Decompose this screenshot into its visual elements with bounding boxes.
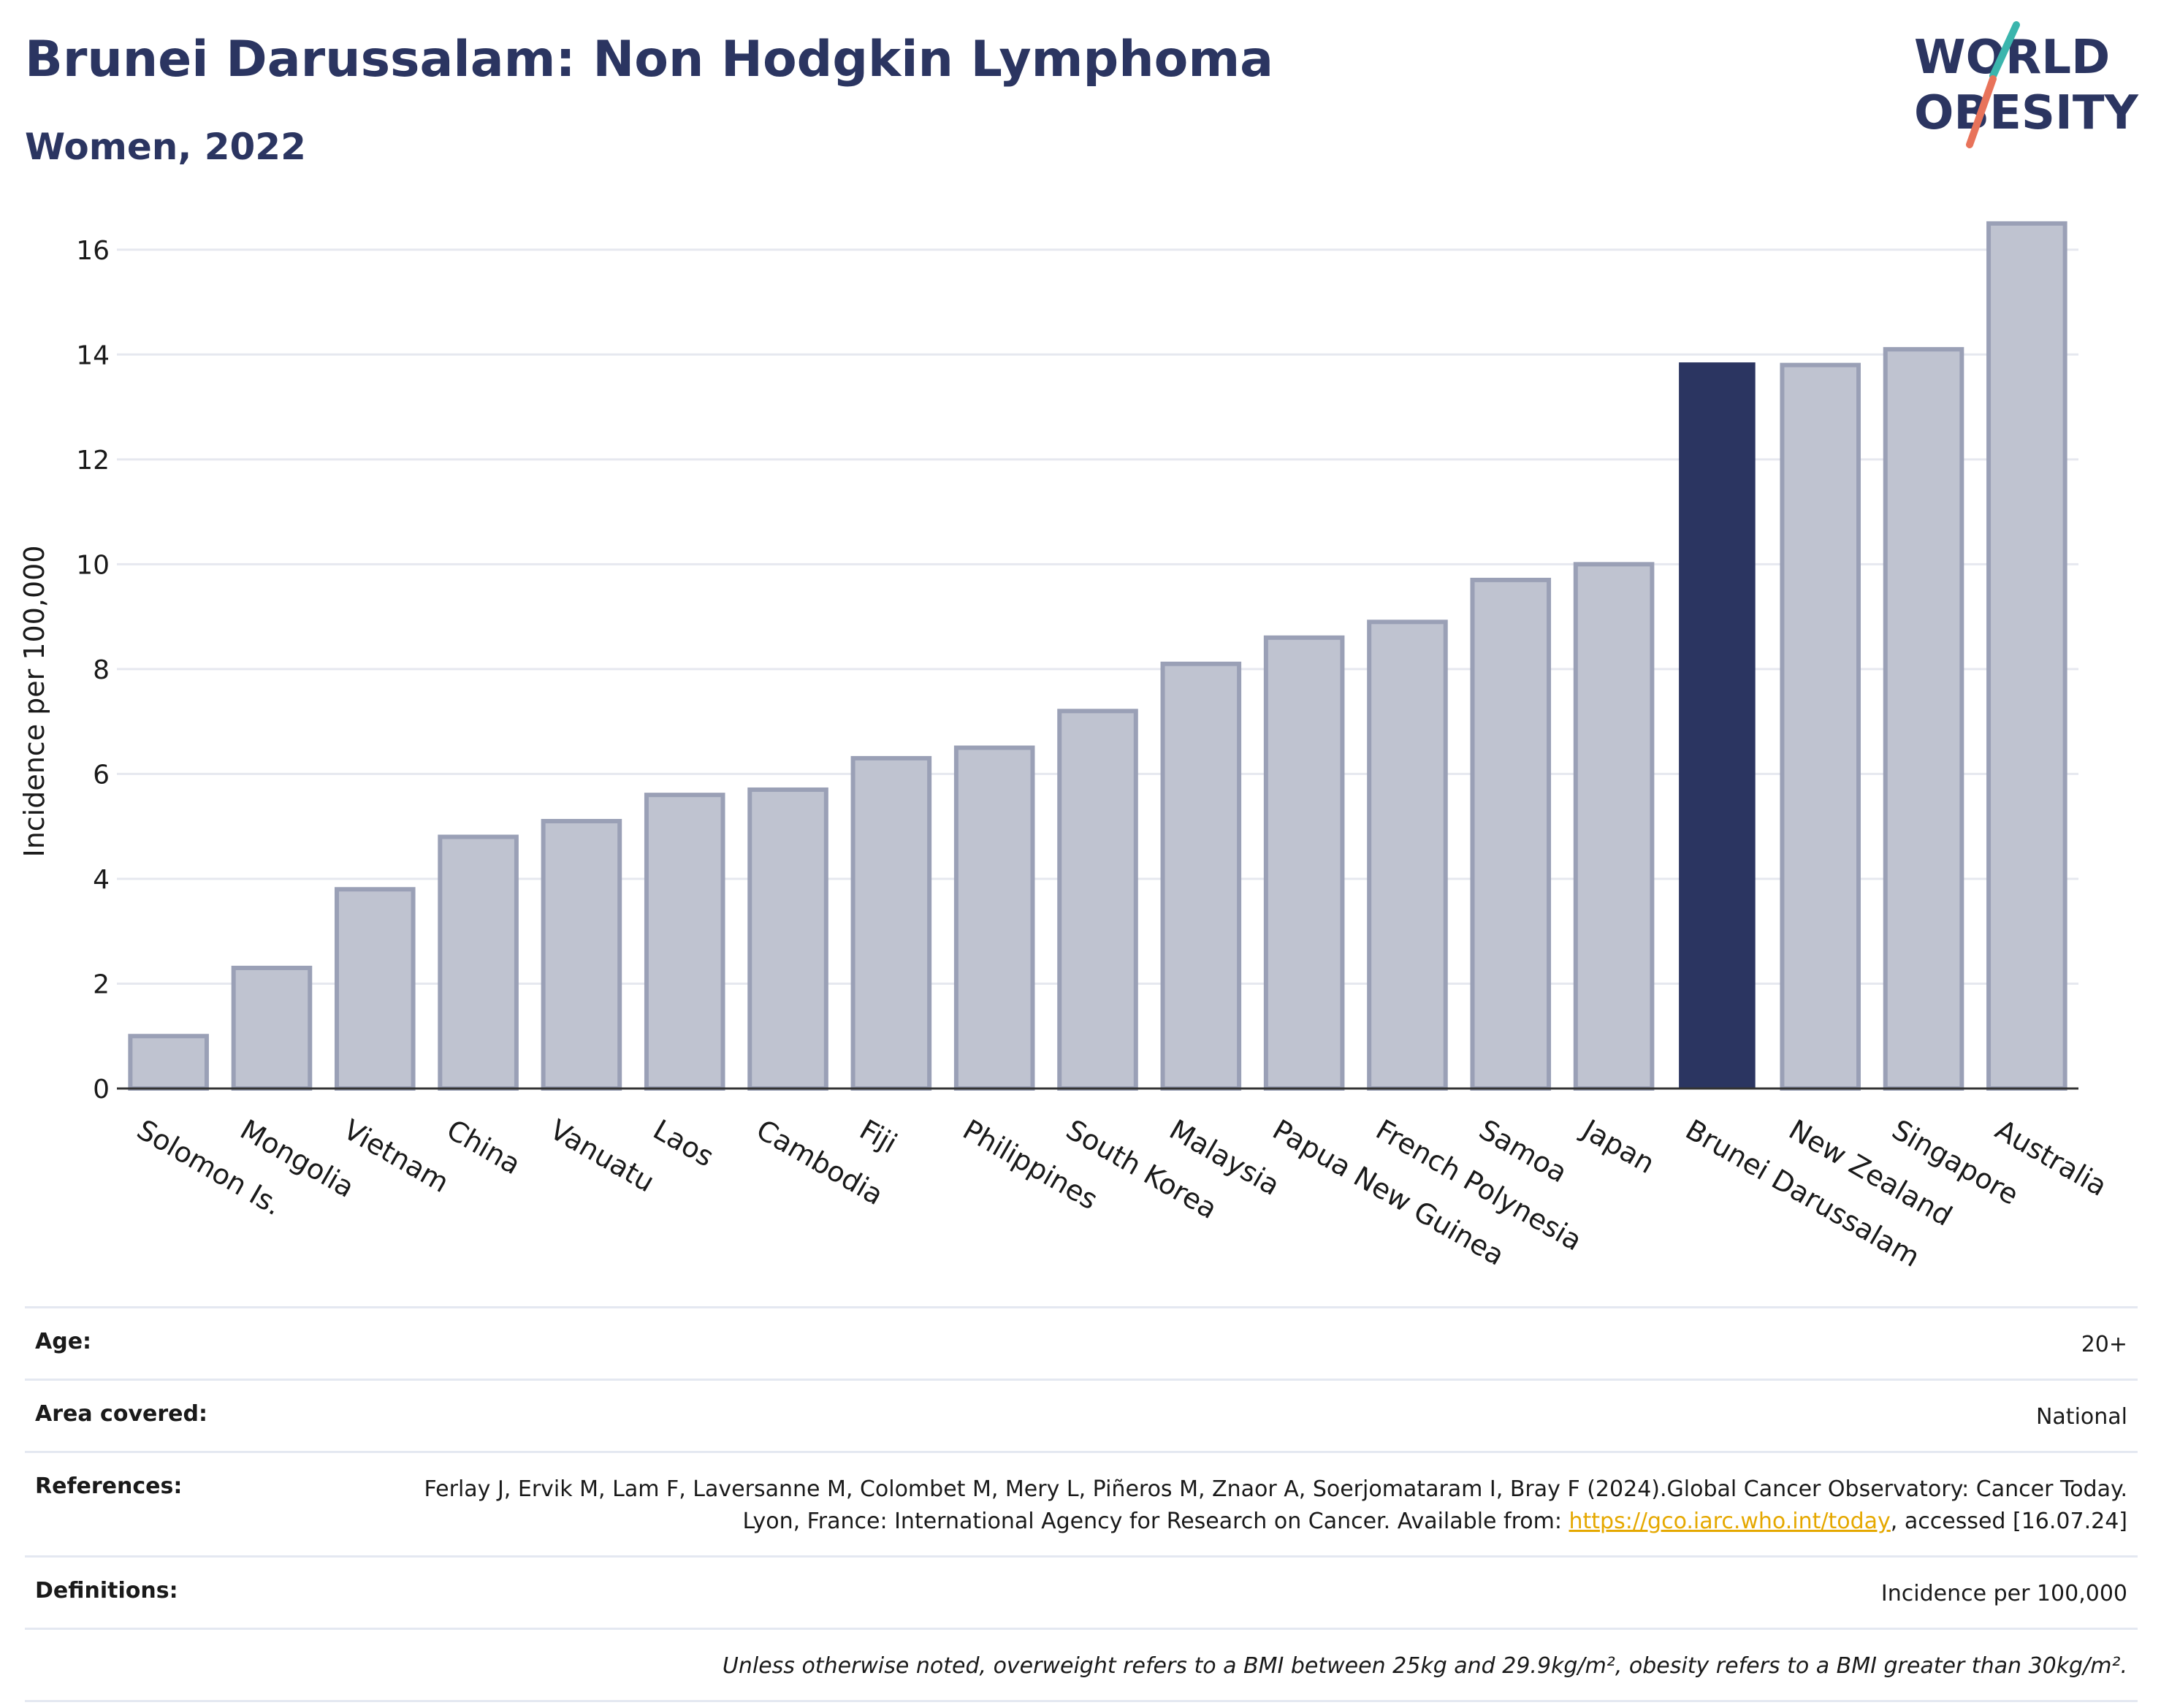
bar-laos — [644, 793, 725, 1091]
y-tick-label: 16 — [76, 236, 110, 266]
y-tick-label: 2 — [93, 969, 110, 999]
meta-row-age: Age: 20+ — [25, 1306, 2138, 1379]
x-tick-label: Vietnam — [338, 1113, 454, 1199]
bar-samoa — [1470, 577, 1552, 1091]
bmi-note: Unless otherwise noted, overweight refer… — [722, 1653, 2127, 1679]
references-text: Ferlay J, Ervik M, Lam F, Laversanne M, … — [424, 1476, 2127, 1534]
definitions-label: Definitions: — [35, 1578, 178, 1604]
meta-row-area: Area covered: National — [25, 1379, 2138, 1451]
references-suffix: , accessed [16.07.24] — [1890, 1509, 2127, 1534]
bar-australia — [1986, 221, 2067, 1091]
bar-singapore — [1883, 347, 1964, 1091]
bar-fiji — [850, 755, 932, 1091]
logo-slash-coral — [1966, 75, 1997, 148]
bar-french-polynesia — [1367, 619, 1448, 1091]
area-label: Area covered: — [35, 1401, 207, 1427]
age-label: Age: — [35, 1329, 92, 1354]
meta-row-references: References: Ferlay J, Ervik M, Lam F, La… — [25, 1451, 2138, 1555]
bar-mongolia — [231, 965, 313, 1091]
bar-vietnam — [335, 887, 416, 1091]
bar-papua-new-guinea — [1263, 635, 1345, 1091]
y-tick-label: 10 — [76, 550, 110, 580]
references-label: References: — [35, 1473, 183, 1499]
x-tick-label: Japan — [1576, 1113, 1661, 1180]
meta-row-definitions: Definitions: Incidence per 100,000 — [25, 1555, 2138, 1628]
metadata-table: Age: 20+ Area covered: National Referenc… — [25, 1306, 2138, 1702]
bar-solomon-is — [128, 1034, 209, 1091]
bar-philippines — [953, 745, 1035, 1091]
y-axis-ticks: 0 2 4 6 8 10 12 14 16 — [76, 236, 110, 1105]
logo-text-obesity: OBESITY — [1914, 86, 2138, 140]
x-tick-label: Fiji — [854, 1113, 902, 1159]
bar-new-zealand — [1780, 362, 1861, 1091]
y-axis-label: Incidence per 100,000 — [18, 545, 50, 857]
page-title: Brunei Darussalam: Non Hodgkin Lymphoma — [25, 31, 1274, 88]
x-tick-label: Laos — [648, 1113, 720, 1173]
area-value: National — [2035, 1404, 2127, 1430]
y-tick-label: 0 — [93, 1075, 110, 1105]
references-link[interactable]: https://gco.iarc.who.int/today — [1569, 1509, 1891, 1534]
age-value: 20+ — [2081, 1332, 2127, 1357]
bar-china — [438, 834, 519, 1091]
bar-cambodia — [747, 787, 828, 1091]
bar-japan — [1573, 562, 1655, 1091]
y-tick-label: 12 — [76, 446, 110, 476]
x-tick-label: Vanuatu — [544, 1113, 660, 1198]
world-obesity-logo: WORLD OBESITY — [1914, 21, 2138, 148]
logo-slash-teal — [1989, 21, 2020, 80]
bar-brunei-darussalam — [1679, 362, 1756, 1089]
meta-row-note: Unless otherwise noted, overweight refer… — [25, 1628, 2138, 1702]
references-value: Ferlay J, Ervik M, Lam F, Laversanne M, … — [389, 1473, 2127, 1538]
y-tick-label: 8 — [93, 655, 110, 685]
y-tick-label: 6 — [93, 760, 110, 790]
y-tick-label: 14 — [76, 340, 110, 370]
bar-malaysia — [1160, 661, 1242, 1091]
bar-vanuatu — [541, 819, 622, 1091]
y-tick-label: 4 — [93, 865, 110, 895]
page-subtitle: Women, 2022 — [25, 126, 306, 168]
bar-south-korea — [1057, 709, 1138, 1091]
definitions-value: Incidence per 100,000 — [1880, 1581, 2127, 1606]
bar-chart: 0 2 4 6 8 10 12 14 16 Solomon Is.MongoliaVietnam… — [18, 221, 2112, 1273]
bars — [128, 221, 2067, 1091]
